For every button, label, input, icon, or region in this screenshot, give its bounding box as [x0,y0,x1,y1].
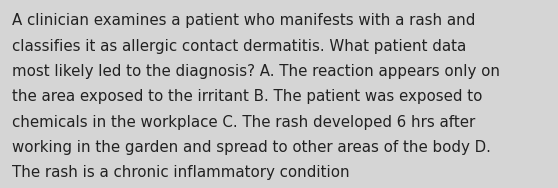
Text: the area exposed to the irritant B. The patient was exposed to: the area exposed to the irritant B. The … [12,89,483,104]
Text: chemicals in the workplace C. The rash developed 6 hrs after: chemicals in the workplace C. The rash d… [12,115,475,130]
Text: working in the garden and spread to other areas of the body D.: working in the garden and spread to othe… [12,140,491,155]
Text: classifies it as allergic contact dermatitis. What patient data: classifies it as allergic contact dermat… [12,39,466,54]
Text: most likely led to the diagnosis? A. The reaction appears only on: most likely led to the diagnosis? A. The… [12,64,501,79]
Text: The rash is a chronic inflammatory condition: The rash is a chronic inflammatory condi… [12,165,350,180]
Text: A clinician examines a patient who manifests with a rash and: A clinician examines a patient who manif… [12,13,475,28]
